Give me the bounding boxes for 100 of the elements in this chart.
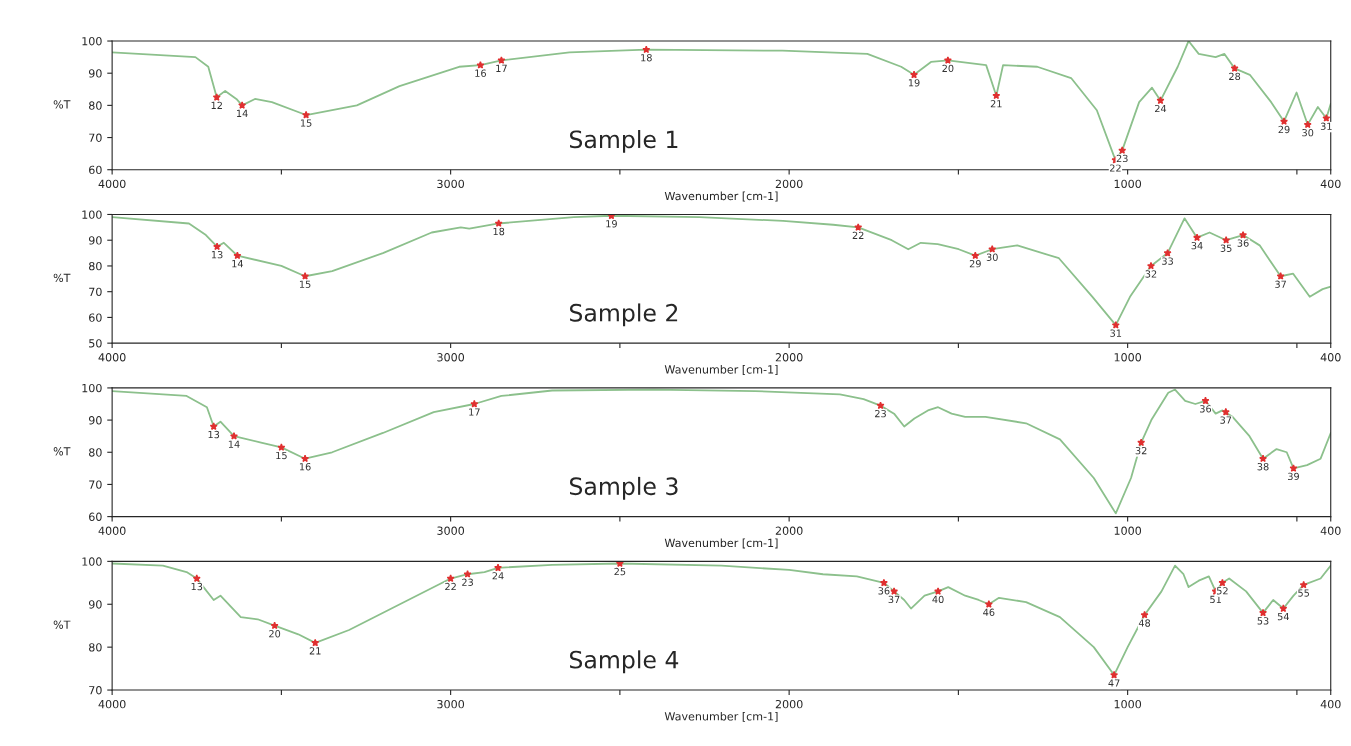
- y-tick-label: 100: [82, 210, 102, 219]
- annotation: 14: [237, 109, 248, 117]
- x-tick-label: 400: [1320, 353, 1341, 362]
- y-tick-label: 70: [89, 686, 102, 695]
- y-tick-label: 80: [89, 261, 102, 271]
- annotation: 20: [942, 64, 954, 73]
- annotation: 23: [462, 578, 473, 586]
- x-tick-label: 2000: [775, 526, 803, 535]
- y-tick-label: 50: [89, 339, 102, 348]
- y-tick-label: 90: [88, 416, 102, 425]
- annotation: 18: [641, 54, 652, 62]
- annotation: 32: [1135, 446, 1147, 455]
- y-axis-title: %T: [53, 620, 71, 629]
- annotation: 23: [1116, 154, 1128, 163]
- annotation: 36: [1237, 239, 1249, 247]
- y-tick-label: 60: [89, 165, 102, 175]
- annotation: 31: [1320, 122, 1332, 130]
- annotation: 15: [299, 280, 311, 288]
- y-tick-label: 90: [88, 69, 102, 78]
- annotation: 31: [1110, 329, 1122, 337]
- annotation: 36: [878, 587, 890, 595]
- x-axis-title: Wavenumber [cm-1]: [664, 191, 778, 202]
- y-tick-label: 70: [89, 133, 102, 142]
- x-axis-title: Wavenumber [cm-1]: [664, 365, 778, 375]
- x-tick-label: 2000: [775, 699, 803, 709]
- annotation: 29: [969, 259, 981, 268]
- annotation: 13: [208, 430, 220, 439]
- y-tick-label: 90: [88, 236, 102, 245]
- y-tick-label: 70: [89, 480, 102, 489]
- annotation: 19: [908, 79, 920, 87]
- y-tick-label: 60: [89, 512, 102, 521]
- annotation: Sample 2: [569, 303, 678, 327]
- x-tick-label: 3000: [437, 353, 465, 362]
- x-tick-label: 2000: [775, 353, 803, 362]
- annotation: 24: [492, 572, 504, 580]
- x-tick-label: 4000: [98, 526, 126, 535]
- annotation: 23: [875, 409, 886, 418]
- annotation: Sample 3: [569, 476, 678, 500]
- y-tick-label: 80: [89, 101, 102, 110]
- annotation: 55: [1298, 589, 1309, 597]
- annotation: 46: [983, 608, 995, 616]
- annotation: 14: [228, 440, 240, 448]
- y-tick-label: 100: [82, 383, 102, 393]
- annotation: 16: [475, 69, 486, 77]
- annotation: 36: [1200, 405, 1212, 413]
- annotation: 13: [211, 250, 223, 259]
- annotation: Sample 1: [569, 129, 678, 153]
- annotation: 51: [1210, 595, 1221, 604]
- annotation: 21: [990, 100, 1002, 108]
- annotation: 19: [606, 220, 617, 228]
- x-tick-label: 4000: [98, 699, 126, 709]
- annotation: 35: [1220, 244, 1232, 252]
- annotation: 37: [1275, 280, 1286, 288]
- y-tick-label: 80: [89, 448, 102, 457]
- x-tick-label: 1000: [1114, 179, 1142, 189]
- annotation: 33: [1162, 257, 1173, 265]
- y-tick-label: 80: [89, 643, 102, 652]
- x-tick-label: 4000: [98, 353, 126, 362]
- annotation: 22: [1109, 164, 1121, 172]
- x-tick-label: 1000: [1114, 699, 1142, 709]
- x-axis-title: Wavenumber [cm-1]: [664, 538, 778, 549]
- annotation: 47: [1108, 679, 1120, 687]
- x-tick-label: 1000: [1114, 526, 1142, 535]
- annotation: 21: [309, 647, 321, 655]
- annotation: 30: [1302, 129, 1314, 137]
- annotation: 18: [493, 227, 505, 236]
- annotation: 48: [1138, 619, 1151, 627]
- x-tick-label: 4000: [98, 179, 126, 189]
- annotation: 22: [852, 231, 864, 239]
- annotation: 25: [614, 567, 626, 576]
- annotation: 15: [300, 119, 312, 127]
- x-tick-label: 400: [1320, 526, 1341, 535]
- y-axis-title: %T: [53, 273, 71, 283]
- x-tick-label: 400: [1320, 179, 1341, 189]
- y-axis-title: %T: [53, 100, 71, 109]
- annotation: 20: [269, 630, 281, 638]
- annotation: 32: [1145, 270, 1157, 278]
- annotation: 15: [276, 451, 287, 460]
- x-tick-label: 2000: [775, 179, 803, 189]
- annotation: 54: [1277, 613, 1289, 621]
- x-tick-label: 3000: [437, 526, 465, 535]
- annotation: 37: [1220, 416, 1232, 424]
- annotation: 52: [1216, 587, 1228, 595]
- annotation: 34: [1191, 241, 1203, 250]
- y-tick-label: 70: [89, 287, 102, 297]
- y-tick-label: 100: [82, 557, 102, 566]
- y-axis-title: %T: [53, 447, 71, 456]
- annotation: 40: [932, 595, 944, 604]
- annotation: Sample 4: [569, 650, 679, 674]
- annotation: 22: [445, 582, 456, 591]
- y-tick-label: 60: [89, 313, 102, 322]
- y-tick-label: 100: [82, 37, 102, 46]
- annotation: 13: [191, 582, 203, 591]
- x-axis-title: Wavenumber [cm-1]: [664, 711, 778, 722]
- annotation: 29: [1278, 125, 1290, 134]
- x-tick-label: 3000: [437, 179, 465, 189]
- annotation: 30: [986, 253, 998, 261]
- x-tick-label: 1000: [1114, 353, 1142, 362]
- annotation: 16: [299, 463, 311, 471]
- annotation: 17: [469, 408, 480, 416]
